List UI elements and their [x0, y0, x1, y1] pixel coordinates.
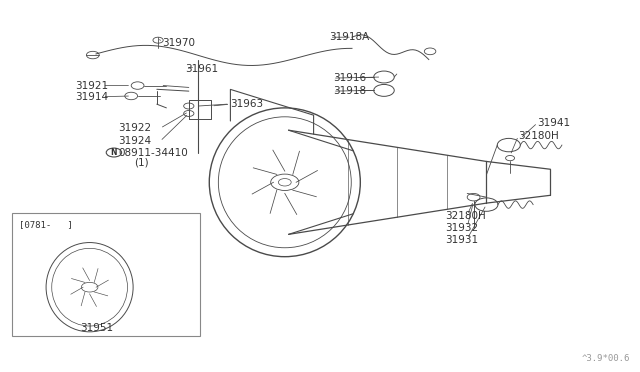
Text: 31941: 31941: [538, 118, 571, 128]
Text: 31932: 31932: [445, 223, 478, 232]
Text: 31924: 31924: [118, 137, 152, 146]
Text: 31916: 31916: [333, 73, 366, 83]
Text: 32180H: 32180H: [518, 131, 559, 141]
Text: 31963: 31963: [230, 99, 264, 109]
Text: 31921: 31921: [76, 81, 109, 90]
Text: 08911-34410: 08911-34410: [118, 148, 188, 157]
Bar: [12, 213, 200, 336]
Text: 31931: 31931: [445, 235, 478, 244]
Text: [0781-   ]: [0781- ]: [19, 220, 73, 229]
Text: 31914: 31914: [76, 92, 109, 102]
Text: (1): (1): [134, 158, 149, 168]
Text: ^3.9*00.6: ^3.9*00.6: [582, 354, 630, 363]
Text: 31918: 31918: [333, 86, 366, 96]
Text: 31961: 31961: [186, 64, 219, 74]
Text: 31970: 31970: [162, 38, 195, 48]
Text: 31918A: 31918A: [330, 32, 370, 42]
Text: 31951: 31951: [81, 323, 114, 333]
Text: 31922: 31922: [118, 124, 152, 133]
Text: 32180H: 32180H: [445, 211, 486, 221]
Text: N: N: [111, 148, 117, 157]
